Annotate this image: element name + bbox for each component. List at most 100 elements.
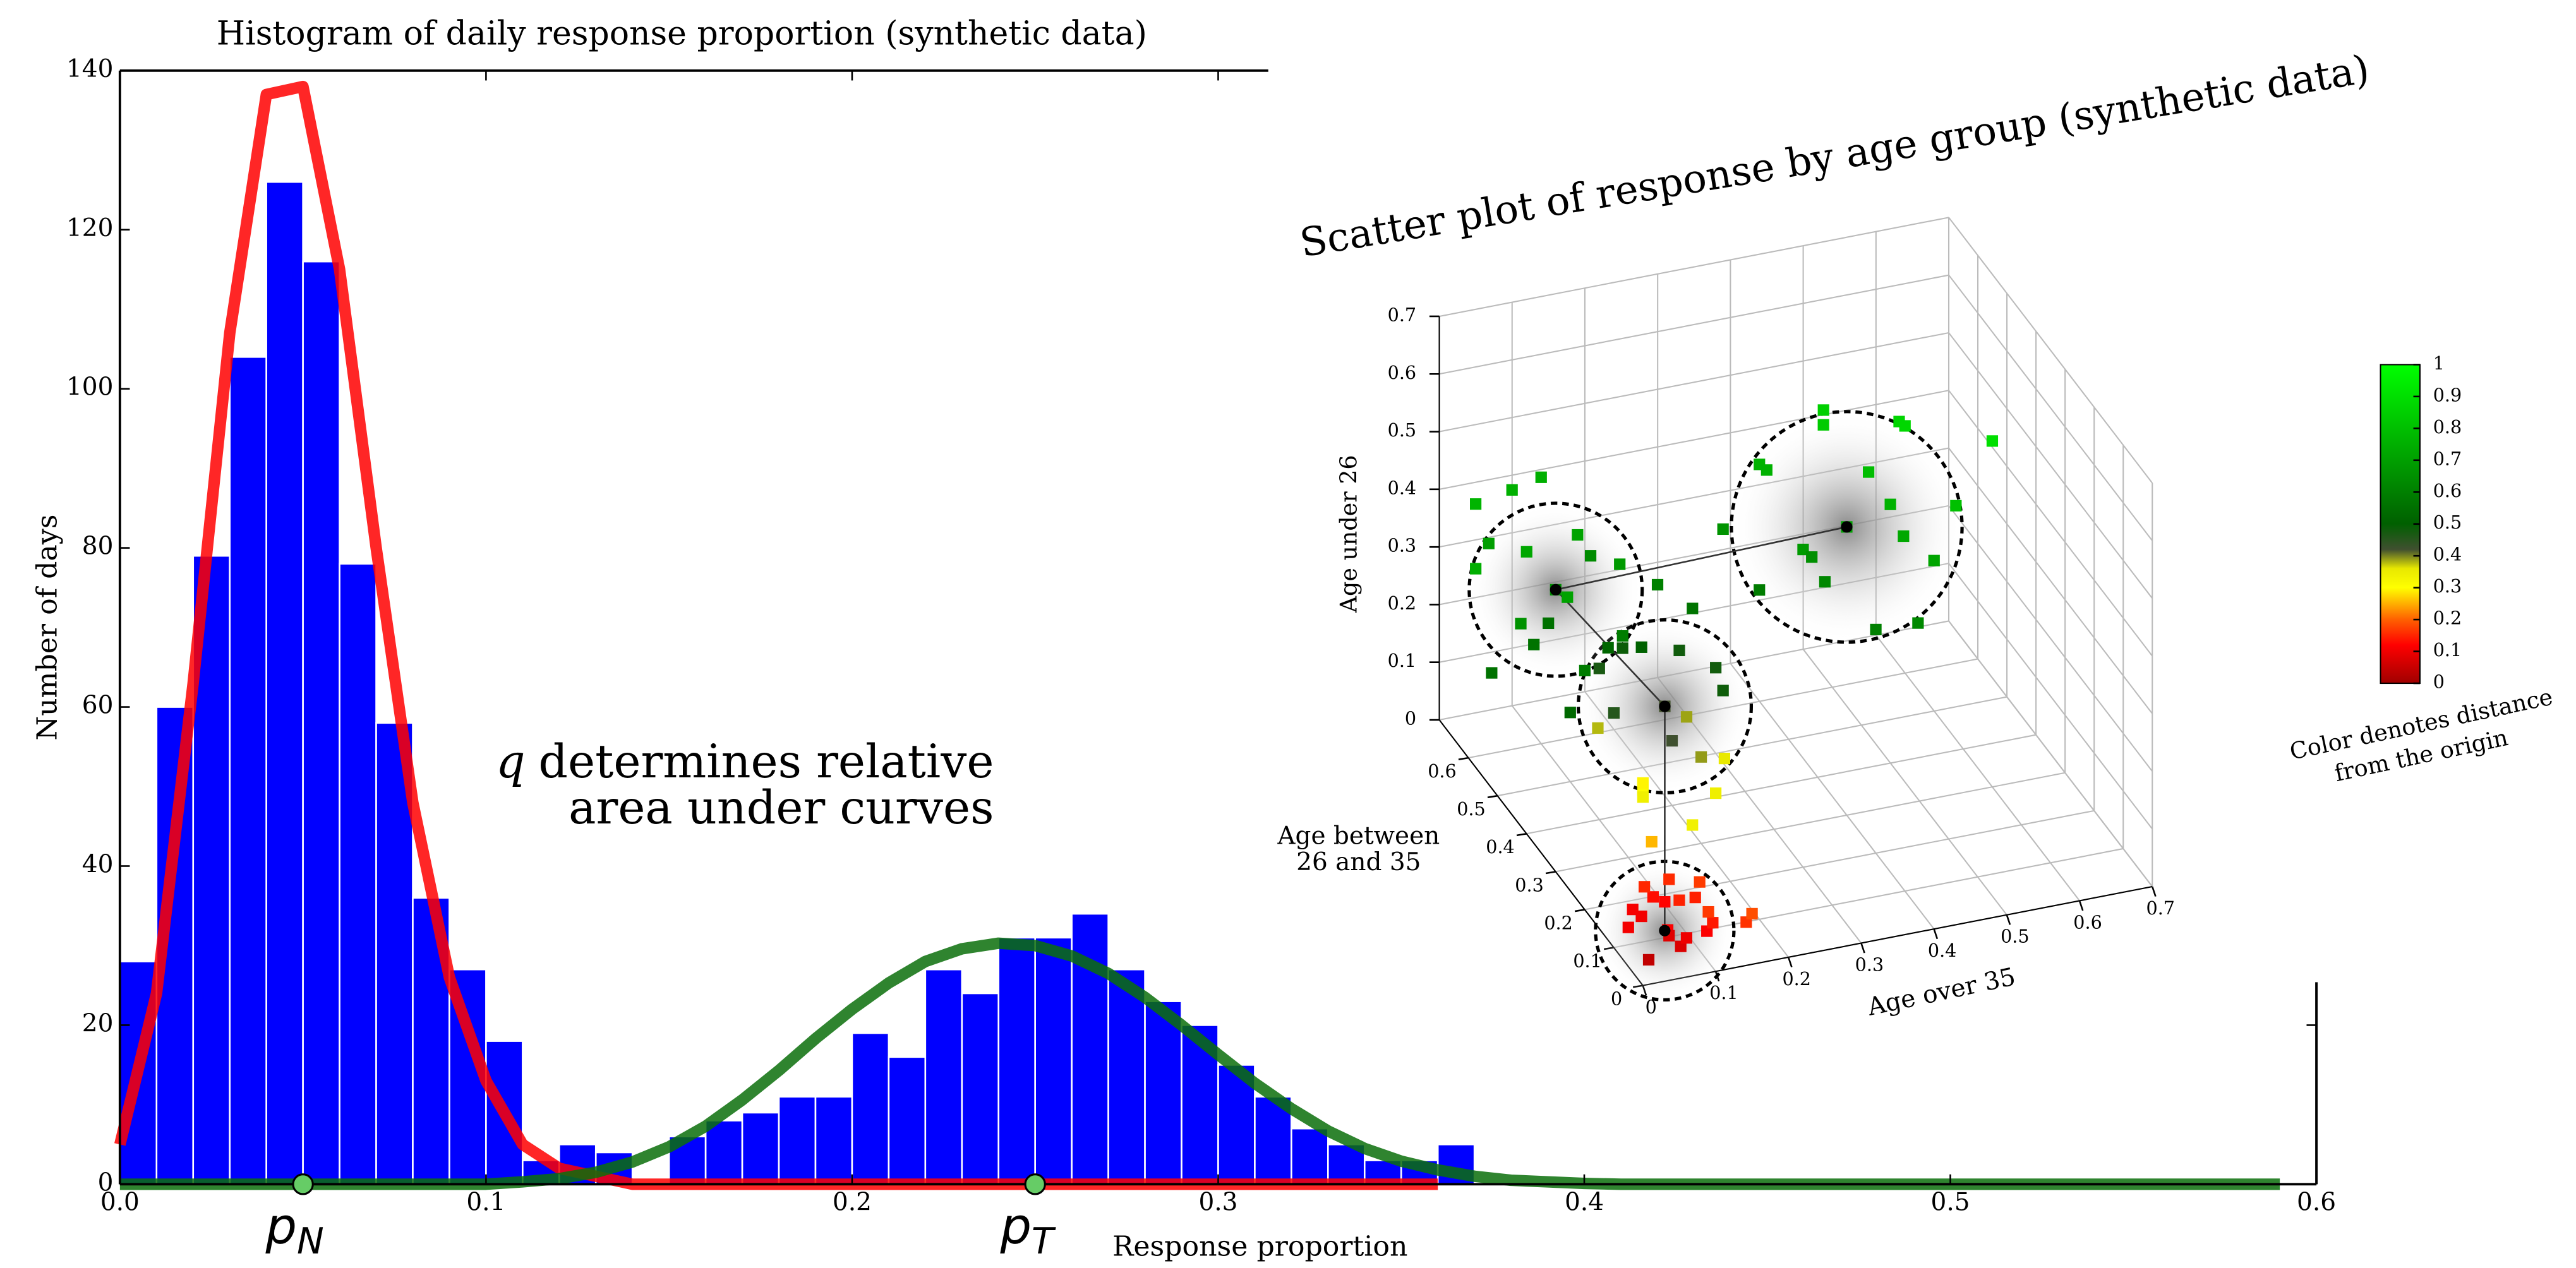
- scatter-point: [1673, 894, 1685, 906]
- tick-mark: [1545, 871, 1556, 875]
- scatter-point: [1986, 435, 1999, 447]
- scatter-point: [1695, 751, 1707, 763]
- tick-mark: [1487, 794, 1498, 799]
- scatter-point: [1564, 707, 1576, 719]
- z3d-tick-label: 0.4: [1388, 477, 1416, 498]
- marker-point: [1024, 1173, 1046, 1195]
- scatter-point: [1579, 664, 1591, 677]
- y3d-tick-label: 0.6: [1428, 760, 1456, 782]
- bar: [265, 181, 304, 1185]
- scatter-point: [1635, 910, 1647, 923]
- scatter-point: [1806, 551, 1818, 563]
- cluster-center: [1841, 521, 1853, 533]
- marker-label-subscript: N: [297, 1221, 324, 1262]
- y3d-tick-label: 0.5: [1457, 798, 1485, 820]
- scatter-point: [1642, 954, 1655, 966]
- colorbar-tick-label: 0.4: [2433, 544, 2462, 565]
- y-tick-label: 20: [82, 1009, 114, 1038]
- z3d-tick-label: 0.6: [1388, 362, 1416, 383]
- scatter-point: [1470, 498, 1482, 510]
- x-tick-label: 0.5: [1931, 1188, 1970, 1217]
- grid-line: [1802, 649, 2007, 916]
- scatter-point: [1659, 895, 1671, 908]
- colorbar-tick-label: 0.3: [2433, 575, 2462, 597]
- bar: [1291, 1127, 1329, 1185]
- x3d-tick-label: 0: [1646, 996, 1657, 1018]
- scatter-point: [1746, 907, 1758, 920]
- bar: [229, 356, 267, 1185]
- grid-line: [1730, 662, 1935, 930]
- scatter-point: [1680, 932, 1693, 944]
- marker-label-main: p: [999, 1199, 1032, 1256]
- x-axis-label: Response proportion: [1112, 1230, 1407, 1262]
- z3d-tick-label: 0.5: [1388, 419, 1416, 441]
- grid-line: [1526, 734, 2037, 835]
- colorbar-tick-label: 0.5: [2433, 511, 2462, 533]
- z3d-tick-label: 0: [1405, 708, 1416, 729]
- bar: [1144, 1000, 1183, 1185]
- marker-label-main: p: [265, 1199, 297, 1256]
- scatter-point: [1673, 644, 1685, 657]
- bar: [851, 1032, 890, 1185]
- colorbar-tick-label: 0.7: [2433, 448, 2462, 469]
- bar: [997, 936, 1036, 1185]
- grid-line: [1439, 274, 1949, 375]
- scatter-point: [1647, 891, 1659, 903]
- scatter-point: [1863, 466, 1875, 478]
- scatter-point: [1663, 873, 1675, 885]
- scatter-point: [1483, 537, 1495, 549]
- scatter-point: [1884, 498, 1896, 510]
- scatter-point: [1562, 591, 1574, 603]
- x3d-tick-label: 0.2: [1782, 968, 1810, 990]
- scatter-point: [1717, 685, 1729, 697]
- x3d-tick-label: 0.6: [2073, 911, 2102, 933]
- grid-line: [1948, 620, 2153, 887]
- grid-line: [1439, 217, 1949, 317]
- scatter-point: [1689, 892, 1701, 904]
- grid-line: [1948, 332, 2153, 599]
- x3d-tick-label: 0.4: [1928, 940, 1956, 961]
- scatter-point: [1651, 578, 1664, 591]
- colorbar-tick-label: 0.6: [2433, 480, 2462, 501]
- marker-label: pT: [999, 1199, 1056, 1262]
- scatter-point: [1899, 420, 1911, 432]
- scatter-point: [1592, 722, 1604, 734]
- bar: [302, 260, 340, 1185]
- grid-line: [1948, 505, 2153, 772]
- cluster-center: [1659, 700, 1671, 712]
- scatter-point: [1470, 563, 1482, 575]
- colorbar-tick-label: 0.2: [2433, 607, 2462, 629]
- x3d-tick-label: 0.5: [2001, 926, 2029, 947]
- bar: [1034, 936, 1073, 1185]
- scatter-point: [1817, 419, 1829, 431]
- grid-line: [1948, 217, 2153, 484]
- tick-mark: [2006, 914, 2011, 925]
- colorbar-tick-label: 1: [2433, 352, 2445, 374]
- scatter-point: [1622, 921, 1634, 933]
- histogram-title: Histogram of daily response proportion (…: [217, 15, 1147, 53]
- x3d-tick-label: 0.3: [1855, 954, 1884, 975]
- grid-line: [1948, 563, 2153, 830]
- scatter-point: [1506, 484, 1518, 496]
- scatter-point: [1797, 543, 1809, 556]
- scatter-point: [1584, 550, 1597, 562]
- bar: [339, 563, 377, 1185]
- marker-label-subscript: T: [1032, 1221, 1056, 1262]
- z3d-tick-label: 0.7: [1388, 304, 1416, 325]
- scatter-point: [1572, 529, 1584, 541]
- bar: [704, 1120, 743, 1185]
- y-axis-label: 26 and 35: [1296, 848, 1421, 876]
- x3d-tick-label: 0.1: [1709, 982, 1738, 1003]
- annotation-line: q determines relative: [496, 735, 994, 789]
- grid-line: [1439, 390, 1949, 490]
- marker-point: [292, 1173, 314, 1195]
- scatter-point: [1593, 662, 1605, 674]
- x3d-tick-label: 0.7: [2146, 897, 2175, 919]
- scatter-point: [1912, 617, 1924, 629]
- annotation-variable: q: [496, 735, 526, 789]
- x-tick-label: 0.3: [1198, 1188, 1237, 1217]
- tick-mark: [1860, 943, 1865, 954]
- scatter-point: [1694, 876, 1706, 888]
- bar: [961, 992, 1000, 1185]
